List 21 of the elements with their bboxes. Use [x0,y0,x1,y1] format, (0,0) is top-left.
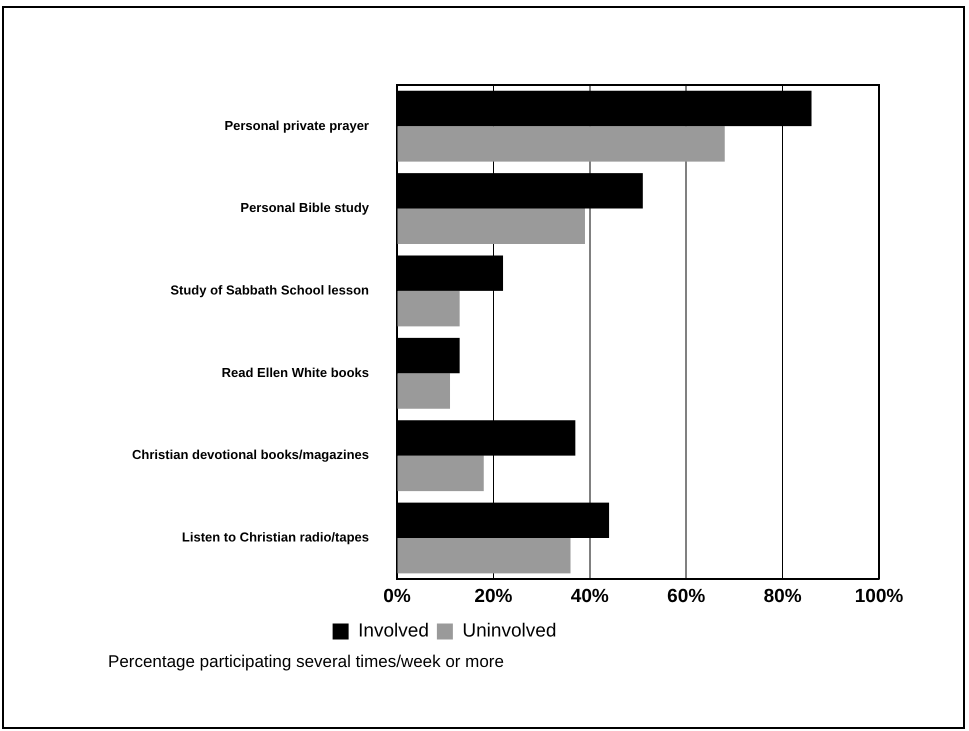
bar [398,456,484,492]
y-tick-label: Personal private prayer [224,118,369,133]
x-tick-label: 0% [383,586,411,607]
y-tick-label: Personal Bible study [240,200,370,216]
bar [398,290,460,326]
y-tick-label: Christian devotional books/magazines [132,447,369,462]
y-tick-label: Read Ellen White books [222,364,369,380]
bar [398,208,585,244]
y-tick-label: Study of Sabbath School lesson [170,282,370,298]
bar [398,538,571,574]
x-tick-label: 40% [570,586,609,607]
x-tick-label: 20% [474,586,513,607]
bar [398,126,725,162]
legend-label: Uninvolved [462,620,556,642]
x-tick-label: 100% [854,586,904,607]
legend-label: Involved [358,620,429,642]
y-tick-label: Listen to Christian radio/tapes [182,530,369,545]
x-tick-label: 60% [667,586,706,607]
x-tick-label: 80% [764,586,802,607]
text: Percentage participating several times/week or more [108,652,504,672]
bar [398,373,450,409]
